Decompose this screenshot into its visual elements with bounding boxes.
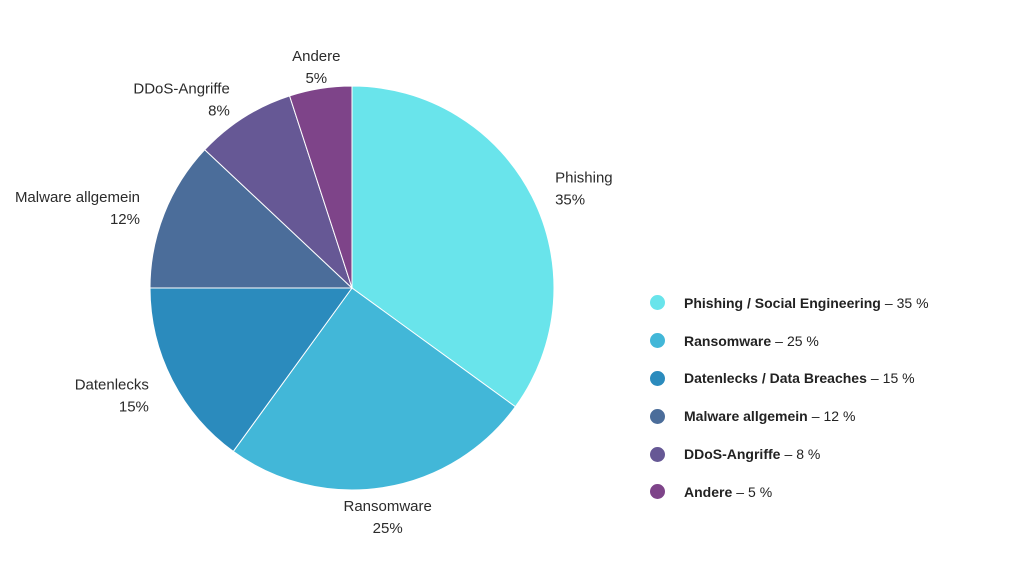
legend-swatch	[650, 295, 665, 311]
legend-name: Andere	[684, 483, 733, 500]
slice-label-name: Datenlecks	[75, 377, 149, 394]
slice-label: Ransomware 25%	[344, 498, 432, 537]
pie-slice-ransomware	[232, 287, 517, 491]
legend-value: 12 %	[823, 408, 856, 425]
legend-name: Malware allgemein	[684, 408, 808, 425]
pie-slice-datenlecks	[149, 287, 353, 453]
legend-separator: –	[784, 446, 793, 463]
slice-label-value: 25%	[373, 520, 403, 537]
legend-swatch	[650, 484, 665, 500]
legend-item: Malware allgemein – 12 %	[650, 397, 929, 435]
legend-separator: –	[811, 408, 820, 425]
legend-swatch	[650, 333, 665, 349]
slice-label: Datenlecks 15%	[75, 377, 149, 416]
legend-name: Ransomware	[684, 332, 772, 349]
slice-label-value: 8%	[208, 103, 230, 120]
slice-label: Andere 5%	[292, 48, 340, 87]
slice-label: Phishing 35%	[555, 170, 613, 209]
slice-label-value: 15%	[119, 399, 149, 416]
slice-label-name: Malware allgemein	[15, 189, 140, 206]
slice-label-name: Phishing	[555, 170, 613, 187]
legend-separator: –	[736, 483, 745, 500]
pie-slice-malware-allgemein	[149, 149, 354, 289]
legend-value: 8 %	[796, 446, 821, 463]
legend-item: DDoS-Angriffe – 8 %	[650, 435, 929, 473]
slice-label-name: DDoS-Angriffe	[133, 81, 229, 98]
slice-label-value: 35%	[555, 192, 585, 209]
legend-swatch	[650, 408, 665, 424]
legend-item: Datenlecks / Data Breaches – 15 %	[650, 360, 929, 398]
slice-label: Malware allgemein 12%	[15, 189, 140, 228]
legend-item: Phishing / Social Engineering – 35 %	[650, 284, 929, 322]
legend-swatch	[650, 446, 665, 462]
legend-separator: –	[775, 332, 783, 349]
pie-slice-andere	[288, 85, 353, 289]
legend-separator: –	[870, 370, 879, 387]
slice-label-value: 5%	[305, 70, 327, 87]
legend-value: 35 %	[896, 294, 929, 311]
legend-value: 25 %	[786, 332, 819, 349]
legend-separator: –	[884, 294, 893, 311]
legend-swatch	[650, 370, 665, 386]
slice-label-name: Andere	[292, 48, 340, 65]
slice-label-value: 12%	[110, 211, 140, 228]
pie-slice-phishing	[351, 85, 555, 408]
legend-item: Andere – 5 %	[650, 473, 929, 511]
legend-value: 5 %	[748, 483, 773, 500]
legend-item: Ransomware – 25 %	[650, 322, 929, 360]
legend-name: Phishing / Social Engineering	[684, 294, 881, 311]
legend: Phishing / Social Engineering – 35 % Ran…	[650, 284, 929, 511]
pie-slice-ddos-angriffe	[204, 95, 353, 289]
slice-label-name: Ransomware	[344, 498, 432, 515]
legend-value: 15 %	[882, 370, 915, 387]
slice-label: DDoS-Angriffe 8%	[133, 81, 229, 120]
legend-name: DDoS-Angriffe	[684, 446, 781, 463]
legend-name: Datenlecks / Data Breaches	[684, 370, 867, 387]
